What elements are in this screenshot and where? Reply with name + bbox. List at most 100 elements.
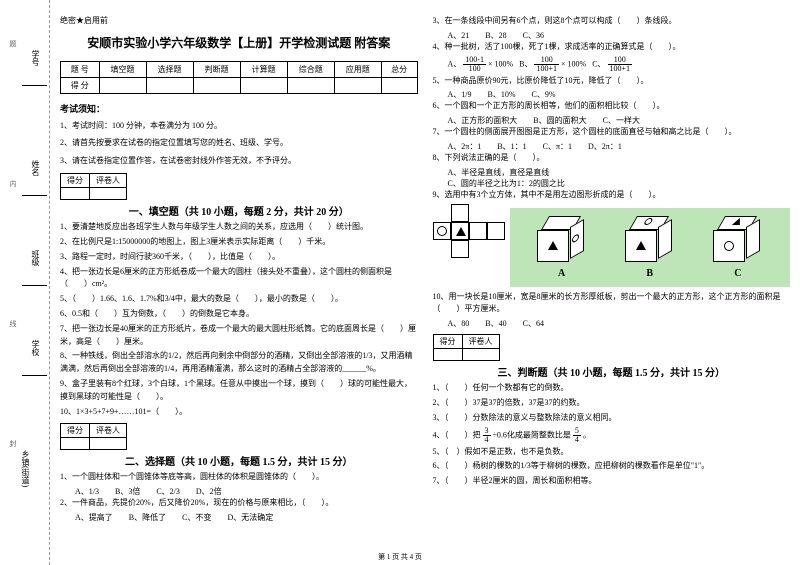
td	[334, 78, 381, 94]
triangle-icon	[456, 227, 466, 236]
opts: A、半径是直线，直径是直线	[448, 167, 791, 178]
section-3-title: 三、判断题（共 10 小题，每题 1.5 分，共计 15 分）	[433, 364, 791, 379]
td	[240, 78, 287, 94]
triangle-icon	[636, 241, 646, 250]
q: 6、一个圆和一个正方形的周长相等，他们的面积相比较（ ）。	[433, 100, 791, 113]
sb	[433, 349, 462, 361]
q: 7、（ ）半径2厘米的圆，周长和面积相等。	[433, 475, 791, 488]
seal-text: 线	[8, 320, 18, 342]
circle-icon	[643, 218, 654, 225]
seal-text: 封	[8, 440, 18, 462]
line	[22, 85, 47, 86]
q: 5、（ ）假如不是正数，也不是负数。	[433, 446, 791, 459]
sb	[90, 438, 127, 450]
q: 1、要清楚地反应出各班学生人数与年级学生人数之间的关系，应选用（ ）统计图。	[60, 221, 418, 234]
notice-3: 3、请在试卷指定位置作答，在试卷密封线外作答无效，不予评分。	[60, 154, 418, 168]
circle-icon	[724, 241, 734, 251]
frac: 100100+1	[608, 56, 633, 73]
cube-b: B	[625, 216, 675, 279]
section-1-title: 一、填空题（共 10 小题，每题 2 分，共计 20 分）	[60, 203, 418, 218]
q: 7、一个圆柱的侧面展开图图是正方形，这个圆柱的底面直径与轴和高之比是（ ）。	[433, 126, 791, 139]
label-b: B	[625, 268, 675, 279]
seal-text: 内	[8, 180, 18, 202]
notice-1: 1、考试时间：100 分钟，本卷满分为 100 分。	[60, 119, 418, 133]
th: 应用题	[334, 62, 381, 78]
page-footer: 第 1 页 共 4 页	[0, 552, 800, 562]
label-xuexiao: 学校	[30, 340, 41, 356]
grader-box: 得分评卷人	[60, 423, 127, 450]
q: 5、（ ）1.66、1.6、1.7%和3/4中，最大的数是（ ），最小的数是（ …	[60, 293, 418, 306]
grader-box: 得分评卷人	[60, 173, 127, 200]
line	[22, 375, 47, 376]
binding-margin: 学号 姓名 班级 学校 乡镇(街道) 题 内 线 封	[0, 0, 50, 565]
notice-2: 2、请首先按要求在试卷的指定位置填写您的姓名、班级、学号。	[60, 136, 418, 150]
face	[713, 230, 745, 262]
sb	[462, 349, 499, 361]
label-xuehao: 学号	[30, 50, 41, 66]
th: 综合题	[287, 62, 334, 78]
sb	[90, 188, 127, 200]
q: 10、1×3+5+7+9+……101=（ ）。	[60, 406, 418, 419]
q: 9、盒子里装有8个红球，3个白球，1个黑球。任意从中摸出一个球，摸到（ ）球的可…	[60, 378, 418, 404]
face	[570, 219, 584, 259]
opts: A、提高了 B、降低了 C、不变 D、无法确定	[75, 512, 418, 523]
opts: A、21 B、28 C、36	[448, 30, 791, 41]
opts: C、圆的半径之比为1：2的圆之比	[448, 178, 791, 189]
td	[99, 78, 146, 94]
section-2-title: 二、选择题（共 10 小题，每题 1.5 分，共计 15 分）	[60, 453, 418, 468]
grader-box: 得分评卷人	[433, 334, 500, 361]
label-xiang: 乡镇(街道)	[20, 450, 31, 487]
th: 总分	[381, 62, 417, 78]
q: 10、用一块长是10厘米，宽是8厘米的长方形厚纸板，剪出一个最大的正方形，这个正…	[433, 291, 791, 317]
th: 计算题	[240, 62, 287, 78]
cube-c: C	[713, 216, 763, 279]
q: 2、在比例尺是1:15000000的地图上，图上3厘米表示实际距离（ ）千米。	[60, 236, 418, 249]
q4: 4、（ ）把 34 ÷0.6化成最简整数比是 54 。	[433, 427, 791, 444]
sb: 评卷人	[90, 174, 127, 188]
label-a: A	[537, 268, 587, 279]
net-cell	[469, 222, 487, 240]
net-cell	[451, 240, 469, 258]
q: 9、选用中有3个立方体，其中不是用左边图形折成的是（ ）。	[433, 189, 791, 202]
td: 得 分	[61, 78, 100, 94]
pct: × 100%	[488, 59, 513, 68]
opts: A、1/3 B、3倍 C、2/3 D、2倍	[75, 486, 418, 497]
q: 6、（ ）杨树的棵数的1/3等于柳树的棵数，应把柳树的棵数看作是单位"1"。	[433, 460, 791, 473]
face	[658, 219, 672, 259]
opts: A、80 B、40 C、64	[448, 318, 791, 329]
opts: A、正方形的面积大 B、圆的面积大 C、一样大	[448, 115, 791, 126]
exam-page: 学号 姓名 班级 学校 乡镇(街道) 题 内 线 封 绝密★启用前 安顺市实验小…	[0, 0, 800, 565]
optC: C、	[592, 59, 605, 68]
seal-text: 题	[8, 40, 18, 62]
secret-label: 绝密★启用前	[60, 15, 418, 26]
th: 填空题	[99, 62, 146, 78]
td	[287, 78, 334, 94]
face	[746, 219, 760, 259]
q: 4、把一张边长是6厘米的正方形纸卷成一个最大的圆柱（接头处不重叠），这个圆柱的侧…	[60, 266, 418, 292]
t: ÷0.6化成最简整数比是	[493, 430, 571, 439]
q: 3、在一条线段中间另有6个点，则这8个点可以构成（ ）条线段。	[433, 15, 791, 28]
left-column: 绝密★启用前 安顺市实验小学六年级数学【上册】开学检测试题 附答案 题 号 填空…	[60, 15, 418, 560]
td	[381, 78, 417, 94]
q: 8、下列说法正确的是（ ）。	[433, 152, 791, 165]
net-cell	[433, 222, 451, 240]
circle-icon	[572, 232, 579, 243]
q: 1、一个圆柱体和一个圆锥体等底等高，圆柱体的体积是圆锥体的（ ）。	[60, 471, 418, 484]
q: 6、0.5和（ ）互为倒数，（ ）的倒数是它本身。	[60, 308, 418, 321]
q: 7、把一张边长是40厘米的正方形纸片，卷成一个最大的最大圆柱形纸筒。它的底面周长…	[60, 323, 418, 349]
td	[146, 78, 193, 94]
q: 5、一种商品原价90元，比原价降低了10元，降低了（ ）。	[433, 75, 791, 88]
right-column: 3、在一条线段中间另有6个点，则这8个点可以构成（ ）条线段。 A、21 B、2…	[433, 15, 791, 560]
optA: A、	[448, 59, 462, 68]
cube-net	[433, 204, 505, 258]
exam-title: 安顺市实验小学六年级数学【上册】开学检测试题 附答案	[60, 34, 418, 51]
content: 绝密★启用前 安顺市实验小学六年级数学【上册】开学检测试题 附答案 题 号 填空…	[50, 0, 800, 565]
sb: 评卷人	[90, 424, 127, 438]
sb: 评卷人	[462, 335, 499, 349]
triangle-icon	[732, 218, 744, 225]
score-table: 题 号 填空题 选择题 判断题 计算题 综合题 应用题 总分 得 分	[60, 61, 418, 94]
q: 2、（ ）37是37的倍数，37是37的约数。	[433, 397, 791, 410]
circle-icon	[437, 226, 447, 236]
q: 2、一件商品，先提价20%，后又降价20%，现在的价格与原来相比，（ ）。	[60, 497, 418, 510]
optB: B、	[519, 59, 532, 68]
